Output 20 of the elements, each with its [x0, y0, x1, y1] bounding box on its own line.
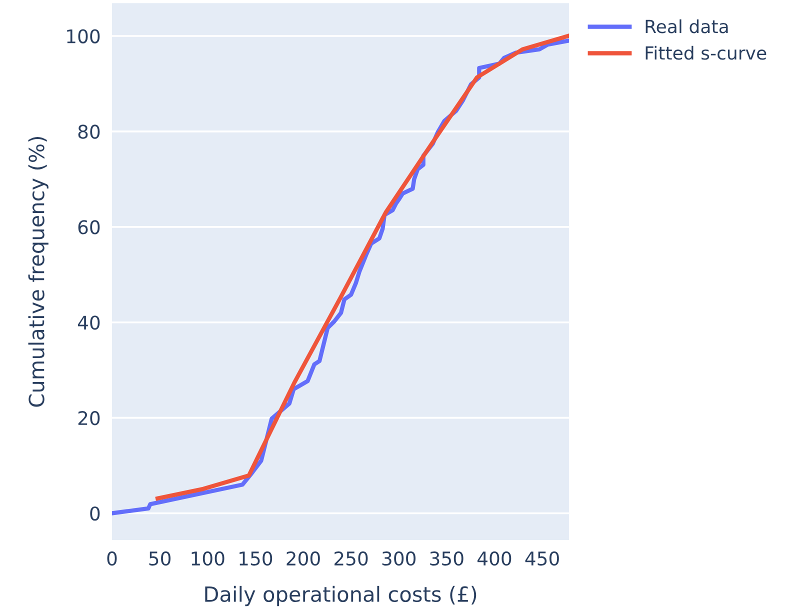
x-tick-label: 300: [382, 551, 416, 566]
x-tick-label: 50: [149, 551, 170, 566]
x-tick-label: 450: [525, 551, 559, 566]
y-tick-label: 60: [78, 220, 100, 234]
legend-label: Fitted s-curve: [646, 46, 766, 60]
x-tick-label: 150: [240, 551, 272, 566]
y-tick-label: 0: [90, 506, 100, 521]
legend-label: Real data: [646, 19, 728, 34]
x-tick-label: 400: [478, 551, 512, 566]
y-tick-label: 20: [78, 411, 100, 426]
x-tick-label: 250: [334, 551, 368, 566]
x-tick-label: 0: [107, 551, 117, 566]
y-tick-label: 80: [78, 124, 100, 139]
y-tick-label: 100: [67, 29, 100, 44]
y-tick-label: 40: [78, 316, 100, 330]
x-tick-label: 200: [286, 551, 320, 566]
x-tick-label: 100: [192, 551, 224, 566]
y-axis-title: Cumulative frequency (%): [28, 136, 48, 407]
x-tick-label: 350: [430, 551, 464, 566]
x-axis-title: Daily operational costs (£): [205, 586, 476, 606]
